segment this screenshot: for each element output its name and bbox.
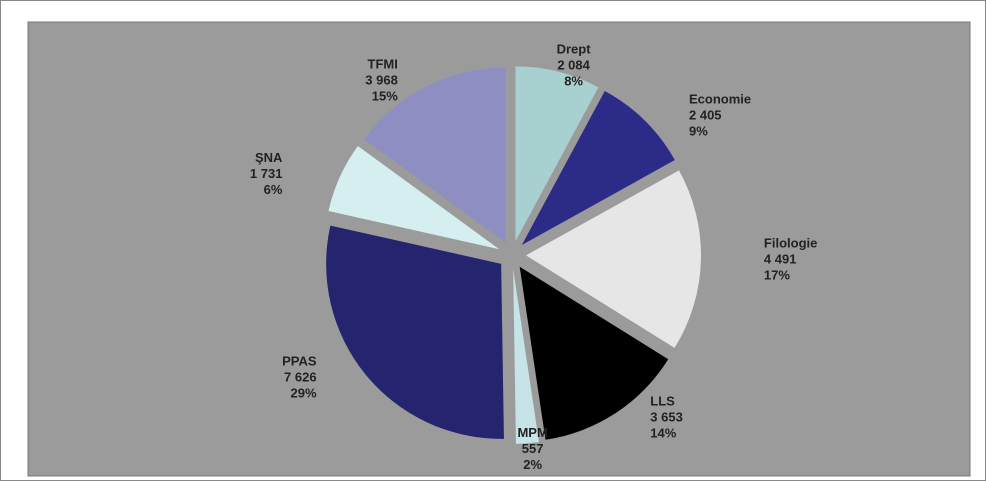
slice-value: 3 653 xyxy=(650,409,683,424)
slice-name: Filologie xyxy=(764,235,817,250)
slice-name: Drept xyxy=(557,41,592,56)
pie-slice xyxy=(364,67,506,243)
slice-name: PPAS xyxy=(282,354,317,369)
pie-slice xyxy=(513,268,539,444)
slice-value: 4 491 xyxy=(764,251,797,266)
pie-slice xyxy=(515,66,599,242)
slice-name: TFMI xyxy=(368,57,398,72)
pie-slice xyxy=(326,225,504,439)
slice-percent: 6% xyxy=(264,182,283,197)
slice-name: Economie xyxy=(689,92,751,107)
slice-percent: 29% xyxy=(291,386,317,401)
slice-name: ŞNA xyxy=(255,150,283,165)
slice-percent: 2% xyxy=(523,457,542,472)
pie-slice xyxy=(521,90,675,246)
slice-percent: 9% xyxy=(689,124,708,139)
slice-value: 1 731 xyxy=(250,166,283,181)
slice-percent: 8% xyxy=(564,73,583,88)
slice-percent: 14% xyxy=(650,425,676,440)
slice-value: 2 084 xyxy=(557,57,590,72)
slice-percent: 15% xyxy=(372,89,398,104)
pie-slice xyxy=(519,266,669,440)
pie-slice xyxy=(328,146,500,250)
slice-name: MPM xyxy=(517,425,547,440)
slice-value: 7 626 xyxy=(284,370,317,385)
slice-percent: 17% xyxy=(764,267,790,282)
pie-slice xyxy=(525,170,701,348)
slice-value: 2 405 xyxy=(689,108,722,123)
slice-name: LLS xyxy=(650,393,675,408)
slice-value: 557 xyxy=(522,441,544,456)
slice-value: 3 968 xyxy=(365,73,398,88)
